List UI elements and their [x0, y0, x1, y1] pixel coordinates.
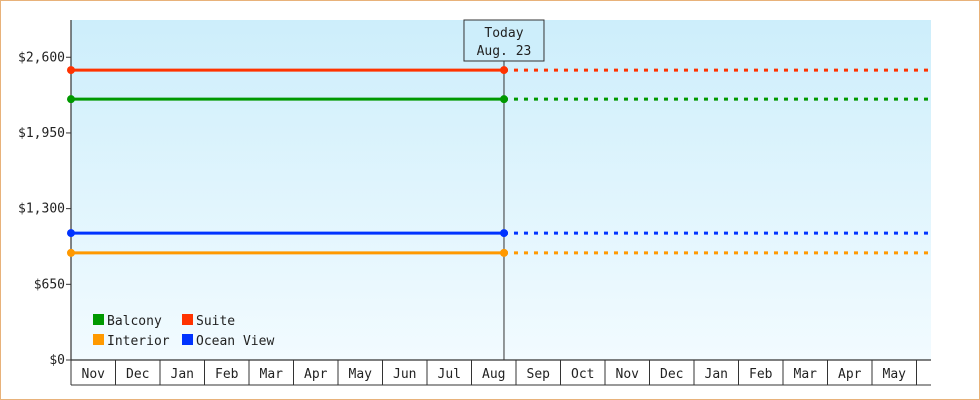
series-point [499, 95, 508, 104]
series-point [499, 248, 508, 257]
x-tick-label: Apr [304, 367, 328, 382]
series-point [67, 95, 75, 104]
y-tick-label: $0 [49, 353, 65, 368]
x-tick-label: Apr [838, 367, 862, 382]
x-tick-label: Feb [749, 367, 773, 382]
legend-label: Suite [196, 314, 235, 329]
series-lines [67, 66, 931, 257]
x-tick-label: Dec [126, 367, 149, 382]
x-tick-label: Nov [82, 367, 106, 382]
y-tick-label: $1,950 [18, 126, 65, 141]
series-point [67, 248, 75, 257]
x-tick-label: May [349, 367, 373, 382]
today-date: Aug. 23 [477, 44, 532, 59]
legend-swatch [93, 334, 104, 345]
series-point [67, 229, 75, 238]
plot-background [71, 20, 931, 360]
x-tick-label: Jun [393, 367, 416, 382]
y-tick-label: $1,300 [18, 202, 65, 217]
today-marker: Today Aug. 23 [463, 19, 545, 360]
x-tick-label: May [883, 367, 907, 382]
x-tick-label: Aug [482, 367, 505, 382]
series-point [67, 66, 75, 75]
legend: Balcony Suite Interior Ocean View [93, 314, 274, 349]
y-tick-label: $2,600 [18, 50, 65, 65]
legend-swatch [182, 314, 193, 325]
x-tick-label: Jul [438, 367, 461, 382]
x-tick-label: Mar [794, 367, 818, 382]
x-tick-label: Feb [215, 367, 239, 382]
y-tick-label: $650 [34, 277, 65, 292]
x-tick-label: Nov [616, 367, 640, 382]
today-label-box [463, 19, 545, 62]
x-tick-label: Sep [527, 367, 551, 382]
x-tick-label: Jan [705, 367, 728, 382]
series-point [499, 229, 508, 238]
legend-swatch [93, 314, 104, 325]
legend-label: Balcony [107, 314, 162, 329]
x-tick-label: Jan [171, 367, 194, 382]
y-axis: $0 $650 $1,300 $1,950 $2,600 [18, 20, 72, 368]
series-point [499, 66, 508, 75]
x-tick-label: Oct [571, 367, 594, 382]
x-tick-label: Mar [260, 367, 284, 382]
x-tick-label: Dec [660, 367, 683, 382]
legend-label: Interior [107, 334, 170, 349]
x-axis: Nov Dec Jan Feb Mar Apr May Jun Jul Aug Sep Oct Nov D… [70, 359, 931, 386]
today-label: Today [484, 26, 523, 41]
legend-label: Ocean View [196, 334, 274, 349]
legend-swatch [182, 334, 193, 345]
